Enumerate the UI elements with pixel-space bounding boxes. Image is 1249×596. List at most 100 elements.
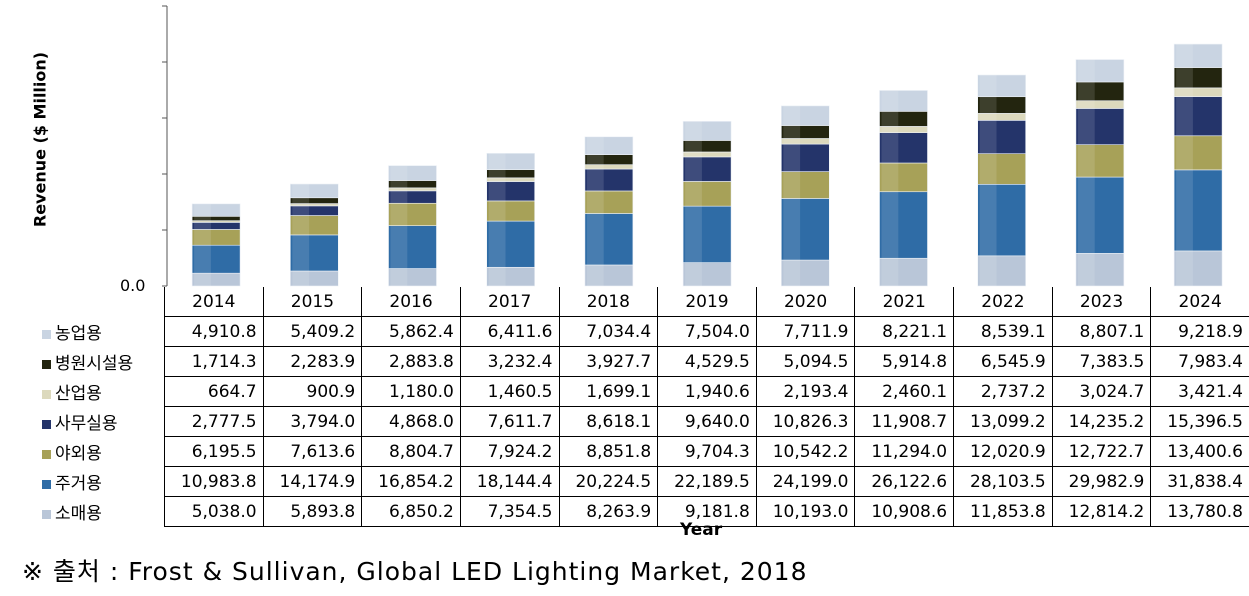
bar-highlight: [292, 184, 310, 198]
bar-highlight: [979, 113, 997, 121]
legend-swatch: [42, 329, 51, 339]
bar-segment: [780, 198, 830, 261]
legend-label: 산업용: [55, 384, 102, 404]
bar-highlight: [783, 138, 801, 145]
bar-highlight: [979, 184, 997, 256]
bar-highlight: [194, 273, 211, 286]
data-label: 3,232.4: [459, 346, 559, 377]
data-label: 14,174.9: [262, 466, 362, 497]
legend-label: 사무실용: [55, 414, 118, 434]
bar-highlight: [194, 229, 211, 246]
data-label: 1,940.6: [657, 376, 757, 407]
bar-highlight: [194, 220, 211, 223]
data-label: 6,545.9: [953, 346, 1053, 377]
data-label: 4,529.5: [657, 346, 757, 377]
bar-highlight: [783, 144, 801, 172]
table-row: 주거용 10,983.8 14,174.9 16,854.2 18,144.4 20,22…: [30, 466, 1249, 497]
x-tick-label: 2020: [755, 287, 855, 317]
data-label: 7,711.9: [755, 316, 855, 347]
bar-segment: [289, 234, 339, 272]
legend-label: 소매용: [55, 504, 102, 524]
table-row: 산업용 664.7 900.9 1,180.0 1,460.5 1,699.1 1,940.…: [30, 376, 1249, 407]
bar-highlight: [881, 258, 899, 286]
data-label: 5,094.5: [755, 346, 855, 377]
bar-segment: [1173, 96, 1223, 137]
bar-highlight: [488, 200, 506, 222]
legend-entry: 병원시설용: [30, 347, 164, 377]
bar-highlight: [488, 177, 506, 182]
data-label: 6,411.6: [459, 316, 559, 347]
table-corner: [30, 287, 164, 317]
bar-highlight: [390, 225, 408, 269]
bar-highlight: [1176, 44, 1193, 68]
table-row: 야외용 6,195.5 7,613.6 8,804.7 7,924.2 8,851.8 9,…: [30, 436, 1249, 467]
bar-segment: [1173, 135, 1223, 171]
bar-highlight: [1077, 144, 1095, 178]
data-table: 2014 2015 2016 2017 2018 2019 2020 2021 2022 2023…: [30, 287, 1249, 527]
bar-segment: [388, 225, 437, 269]
bar-segment: [486, 220, 536, 268]
x-tick-label: 2016: [361, 287, 461, 317]
legend-swatch: [42, 509, 51, 519]
data-label: 2,460.1: [854, 376, 954, 407]
data-label: 22,189.5: [657, 466, 757, 497]
table-header-row: 2014 2015 2016 2017 2018 2019 2020 2021 2022 2023…: [30, 287, 1249, 317]
bar-highlight: [979, 120, 997, 154]
y-tick-label: 0.0: [120, 276, 146, 295]
data-label: 5,914.8: [854, 346, 954, 377]
bar-highlight: [685, 151, 702, 157]
bar-highlight: [1077, 59, 1095, 82]
legend-entry: 사무실용: [30, 407, 164, 437]
bar-segment: [1075, 253, 1125, 287]
data-label: 5,862.4: [361, 316, 461, 347]
bar-highlight: [1176, 135, 1193, 170]
bar-highlight: [586, 164, 604, 170]
legend-swatch: [42, 419, 51, 429]
data-label: 8,221.1: [854, 316, 954, 347]
data-label: 2,883.8: [361, 346, 461, 377]
data-label: 5,038.0: [163, 496, 264, 527]
bar-highlight: [1176, 250, 1193, 286]
bar-highlight: [979, 255, 997, 286]
legend-label: 야외용: [55, 444, 102, 464]
bar-highlight: [685, 206, 702, 263]
data-label: 7,983.4: [1150, 346, 1249, 377]
data-label: 2,777.5: [163, 406, 264, 437]
bar-highlight: [1176, 96, 1193, 136]
bar-highlight: [390, 190, 408, 204]
bar-highlight: [1176, 169, 1193, 251]
bar-highlight: [1077, 108, 1095, 145]
data-label: 14,235.2: [1051, 406, 1151, 437]
bar-highlight: [292, 203, 310, 206]
data-label: 31,838.4: [1150, 466, 1249, 497]
bar-highlight: [586, 213, 604, 265]
bar-segment: [977, 255, 1027, 287]
bar-highlight: [685, 121, 702, 141]
bar-highlight: [1077, 100, 1095, 109]
bar-highlight: [390, 187, 408, 191]
bar-segment: [879, 191, 928, 259]
data-label: 13,780.8: [1150, 496, 1249, 527]
data-label: 10,983.8: [163, 466, 264, 497]
bar-highlight: [586, 154, 604, 165]
data-label: 3,421.4: [1150, 376, 1249, 407]
data-label: 3,927.7: [558, 346, 658, 377]
bar-segment: [584, 213, 634, 266]
bar-highlight: [685, 262, 702, 286]
bar-segment: [682, 156, 732, 182]
bar-segment: [977, 183, 1027, 257]
data-label: 3,024.7: [1051, 376, 1151, 407]
data-label: 16,854.2: [361, 466, 461, 497]
data-label: 9,704.3: [657, 436, 757, 467]
data-label: 5,893.8: [262, 496, 362, 527]
table-row: 농업용 4,910.8 5,409.2 5,862.4 6,411.6 7,034.4 7,…: [30, 316, 1249, 347]
data-label: 8,804.7: [361, 436, 461, 467]
data-label: 20,224.5: [558, 466, 658, 497]
data-label: 664.7: [163, 376, 264, 407]
data-label: 7,613.6: [262, 436, 362, 467]
data-label: 11,294.0: [854, 436, 954, 467]
bar-highlight: [783, 171, 801, 199]
bar-highlight: [488, 221, 506, 268]
bar-highlight: [979, 74, 997, 97]
